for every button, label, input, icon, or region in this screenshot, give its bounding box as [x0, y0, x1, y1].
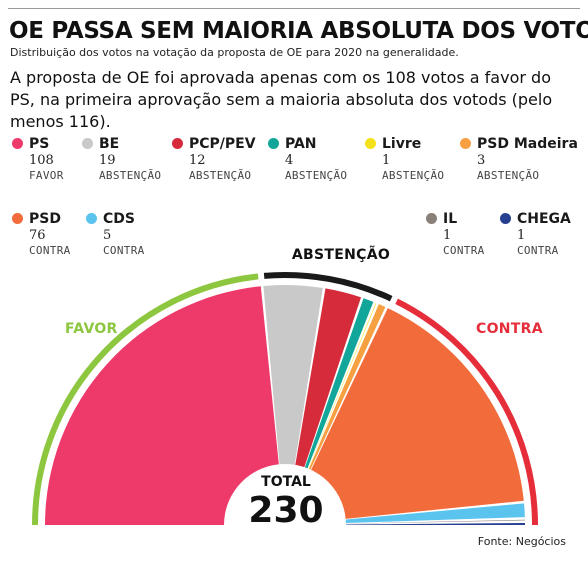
legend-swatch [172, 138, 183, 149]
legend-vote-type: ABSTENÇÃO [99, 169, 162, 182]
legend-seat-count: 1 [382, 153, 391, 168]
legend-item-cds: CDS 5 CONTRA [86, 211, 145, 258]
legend-vote-type: FAVOR [29, 169, 64, 182]
legend-item-psd: PSD 76 CONTRA [12, 211, 71, 258]
segment-psd-madeira [308, 304, 386, 471]
legend-party-label: Livre [382, 136, 422, 152]
legend-vote-type: ABSTENÇÃO [477, 169, 540, 182]
legend-swatch [500, 213, 511, 224]
legend-party-name: BE [82, 136, 161, 152]
legend-item-pcp-pev: PCP/PEV 12 ABSTENÇÃO [172, 136, 256, 183]
legend-party-label: PCP/PEV [189, 136, 256, 152]
legend-item-livre: Livre 1 ABSTENÇÃO [365, 136, 444, 183]
top-rule [8, 8, 580, 9]
chart-subtitle: Distribuição dos votos na votação da pro… [10, 46, 459, 59]
legend-party-label: PSD Madeira [477, 136, 578, 152]
legend-party-label: PAN [285, 136, 317, 152]
legend-swatch [12, 213, 23, 224]
ring-favor [32, 273, 259, 526]
segment-ps [45, 286, 279, 525]
legend-item-be: BE 19 ABSTENÇÃO [82, 136, 161, 183]
legend-seat-count: 1 [517, 228, 526, 243]
legend-party-label: CHEGA [517, 211, 571, 227]
legend-party-label: PSD [29, 211, 61, 227]
legend-item-pan: PAN 4 ABSTENÇÃO [268, 136, 347, 183]
legend-party-label: IL [443, 211, 458, 227]
legend-item-ps: PS 108 FAVOR [12, 136, 64, 183]
legend-party-label: CDS [103, 211, 135, 227]
legend-vote-type: ABSTENÇÃO [285, 169, 348, 182]
legend-swatch [268, 138, 279, 149]
source-note: Fonte: Negócios [477, 535, 566, 548]
legend-party-label: BE [99, 136, 120, 152]
legend-party-label: PS [29, 136, 50, 152]
legend-swatch [365, 138, 376, 149]
legend-party-name: PAN [268, 136, 347, 152]
legend-party-name: PCP/PEV [172, 136, 256, 152]
lead-paragraph: A proposta de OE foi aprovada apenas com… [10, 68, 553, 131]
legend-seat-count: 5 [103, 228, 112, 243]
segment-be [263, 285, 323, 466]
legend-vote-type: CONTRA [103, 244, 145, 257]
segment-chega [344, 523, 525, 525]
legend-party-name: IL [426, 211, 485, 227]
legend-swatch [86, 213, 97, 224]
legend-vote-type: CONTRA [517, 244, 559, 257]
legend-seat-count: 1 [443, 228, 452, 243]
segment-il [344, 519, 525, 524]
group-label-contra: CONTRA [476, 321, 543, 337]
legend-seat-count: 4 [285, 153, 294, 168]
legend-item-il: IL 1 CONTRA [426, 211, 485, 258]
ring-abstencao [263, 272, 393, 302]
center-hole [224, 464, 346, 525]
group-label-abstencao: ABSTENÇÃO [292, 246, 390, 263]
group-label-favor: FAVOR [65, 321, 118, 337]
legend-party-name: PSD Madeira [460, 136, 578, 152]
legend-party-name: Livre [365, 136, 444, 152]
legend-seat-count: 12 [189, 153, 206, 168]
legend-vote-type: CONTRA [443, 244, 485, 257]
legend-swatch [12, 138, 23, 149]
legend-party-name: PSD [12, 211, 71, 227]
legend-swatch [460, 138, 471, 149]
legend-vote-type: ABSTENÇÃO [189, 169, 252, 182]
total-label: TOTAL [261, 474, 311, 490]
segment-psd [310, 308, 524, 519]
legend-party-name: CDS [86, 211, 145, 227]
legend-vote-type: CONTRA [29, 244, 71, 257]
legend-swatch [426, 213, 437, 224]
segment-livre [307, 302, 377, 470]
segment-pcp-pev [295, 288, 362, 469]
legend-seat-count: 3 [477, 153, 486, 168]
legend-swatch [82, 138, 93, 149]
legend-item-psd-madeira: PSD Madeira 3 ABSTENÇÃO [460, 136, 578, 183]
legend-party-name: PS [12, 136, 64, 152]
legend-party-name: CHEGA [500, 211, 571, 227]
legend-vote-type: ABSTENÇÃO [382, 169, 445, 182]
legend-seat-count: 19 [99, 153, 116, 168]
ring-contra [395, 298, 538, 526]
legend-seat-count: 76 [29, 228, 46, 243]
segment-pan [304, 298, 374, 470]
segment-cds [344, 503, 525, 524]
chart-title: OE PASSA SEM MAIORIA ABSOLUTA DOS VOTOS [9, 18, 588, 44]
legend-seat-count: 108 [29, 153, 54, 168]
total-value: 230 [248, 490, 323, 531]
legend-item-chega: CHEGA 1 CONTRA [500, 211, 571, 258]
